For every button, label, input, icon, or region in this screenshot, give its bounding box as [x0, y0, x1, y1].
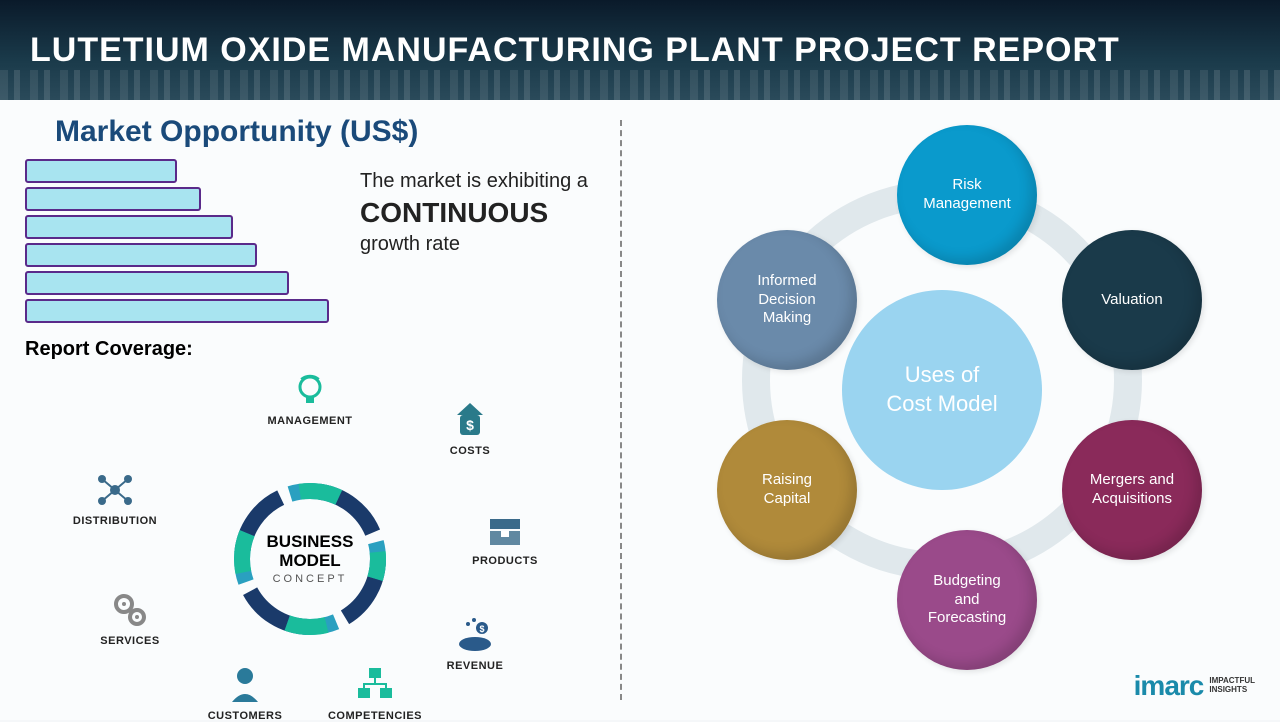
skyline-decoration [0, 70, 1280, 100]
cost-center: Uses ofCost Model [842, 290, 1042, 490]
coverage-label: MANAGEMENT [260, 415, 360, 427]
right-panel: Uses ofCost Model RiskManagementValuatio… [622, 100, 1280, 720]
market-bar [25, 271, 289, 295]
coverage-title: Report Coverage: [25, 338, 595, 361]
market-bar [25, 159, 177, 183]
coverage-item-products: PRODUCTS [455, 509, 555, 567]
svg-text:$: $ [466, 417, 474, 433]
coverage-item-distribution: DISTRIBUTION [65, 469, 165, 527]
person-icon [224, 664, 266, 706]
coverage-item-management: MANAGEMENT [260, 369, 360, 427]
coverage-label: PRODUCTS [455, 555, 555, 567]
page-title: LUTETIUM OXIDE MANUFACTURING PLANT PROJE… [30, 31, 1120, 70]
coverage-label: SERVICES [80, 635, 180, 647]
cost-node: InformedDecisionMaking [717, 230, 857, 370]
bm-center-sub: CONCEPT [273, 573, 348, 585]
money-icon: $ [449, 399, 491, 441]
hand-icon: $ [454, 614, 496, 656]
coverage-item-services: SERVICES [80, 589, 180, 647]
gears-icon [109, 589, 151, 631]
growth-emph: CONTINUOUS [360, 197, 588, 229]
coverage-label: COSTS [420, 445, 520, 457]
cost-node: RaisingCapital [717, 420, 857, 560]
cost-node: Mergers andAcquisitions [1062, 420, 1202, 560]
cost-node: BudgetingandForecasting [897, 530, 1037, 670]
box-icon [484, 509, 526, 551]
coverage-item-costs: $ COSTS [420, 399, 520, 457]
coverage-item-customers: CUSTOMERS [195, 664, 295, 722]
growth-text: The market is exhibiting a CONTINUOUS gr… [360, 170, 588, 256]
growth-line2: growth rate [360, 233, 460, 255]
left-panel: Market Opportunity (US$) The market is e… [0, 100, 620, 720]
coverage-label: CUSTOMERS [195, 710, 295, 722]
coverage-item-revenue: $ REVENUE [425, 614, 525, 672]
content: Market Opportunity (US$) The market is e… [0, 100, 1280, 720]
cost-node: RiskManagement [897, 125, 1037, 265]
coverage-item-competencies: COMPETENCIES [325, 664, 425, 722]
org-icon [354, 664, 396, 706]
growth-line1: The market is exhibiting a [360, 170, 588, 192]
bm-center-line2: MODEL [279, 552, 340, 571]
bm-center-line1: BUSINESS [267, 533, 354, 552]
coverage-label: DISTRIBUTION [65, 515, 165, 527]
market-bar [25, 187, 201, 211]
header: LUTETIUM OXIDE MANUFACTURING PLANT PROJE… [0, 0, 1280, 100]
network-icon [94, 469, 136, 511]
svg-text:$: $ [479, 624, 484, 634]
cost-node: Valuation [1062, 230, 1202, 370]
brand-tagline: IMPACTFUL INSIGHTS [1209, 677, 1255, 695]
market-bar [25, 243, 257, 267]
bulb-icon [289, 369, 331, 411]
market-bar [25, 299, 329, 323]
market-title: Market Opportunity (US$) [55, 115, 595, 149]
coverage-label: REVENUE [425, 660, 525, 672]
market-bar [25, 215, 233, 239]
business-model-center: BUSINESS MODEL CONCEPT [225, 474, 395, 644]
brand-logo: imarc IMPACTFUL INSIGHTS [1134, 670, 1255, 702]
brand-tag2: INSIGHTS [1209, 686, 1255, 695]
coverage-label: COMPETENCIES [325, 710, 425, 722]
cost-model-diagram: Uses ofCost Model RiskManagementValuatio… [622, 100, 1280, 720]
brand-name: imarc [1134, 670, 1204, 702]
business-model-diagram: BUSINESS MODEL CONCEPT MANAGEMENT $ COSTS P… [25, 369, 585, 699]
